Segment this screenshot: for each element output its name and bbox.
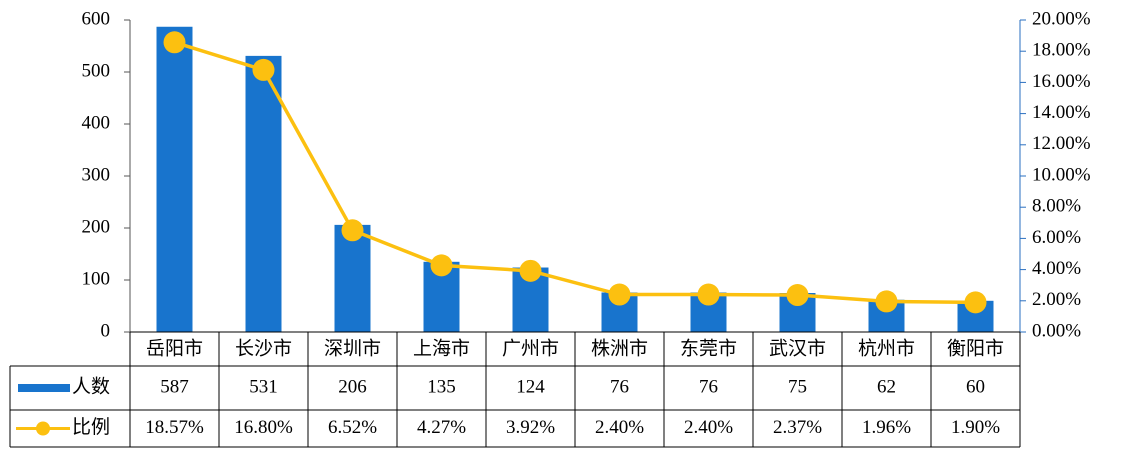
line-marker bbox=[341, 219, 364, 242]
y2-tick-label: 6.00% bbox=[1032, 227, 1081, 248]
bar bbox=[334, 224, 371, 332]
y-tick-label: 400 bbox=[82, 112, 111, 133]
legend-label: 人数 bbox=[72, 375, 110, 397]
table-value: 2.40% bbox=[595, 417, 644, 438]
table-value: 76 bbox=[610, 376, 629, 397]
table-value: 587 bbox=[160, 376, 189, 397]
table-value: 1.96% bbox=[862, 417, 911, 438]
line bbox=[173, 40, 976, 305]
table-value: 18.57% bbox=[145, 417, 204, 438]
bar bbox=[156, 26, 193, 332]
x-tick-label: 株洲市 bbox=[591, 337, 648, 359]
line-marker bbox=[608, 283, 631, 306]
y-tick-label: 100 bbox=[82, 268, 111, 289]
x-tick-label: 武汉市 bbox=[769, 337, 826, 359]
x-tick-label: 杭州市 bbox=[858, 337, 915, 359]
y2-tick-label: 8.00% bbox=[1032, 196, 1081, 217]
y2-tick-label: 2.00% bbox=[1032, 289, 1081, 310]
table-value: 62 bbox=[877, 376, 896, 397]
x-tick-label: 上海市 bbox=[413, 337, 470, 359]
table-value: 206 bbox=[338, 376, 367, 397]
y-tick-label: 0 bbox=[101, 320, 111, 341]
table-value: 1.90% bbox=[951, 417, 1000, 438]
line-marker bbox=[163, 31, 186, 54]
x-tick-label: 深圳市 bbox=[324, 337, 381, 359]
table-value: 124 bbox=[516, 376, 545, 397]
table-value: 2.40% bbox=[684, 417, 733, 438]
table-value: 3.92% bbox=[506, 417, 555, 438]
y2-tick-label: 16.00% bbox=[1032, 71, 1091, 92]
y2-tick-label: 10.00% bbox=[1032, 164, 1091, 185]
legend-swatch bbox=[18, 384, 70, 392]
y2-tick-label: 20.00% bbox=[1032, 8, 1091, 29]
y-tick-label: 500 bbox=[82, 60, 111, 81]
table-value: 6.52% bbox=[328, 417, 377, 438]
legend-label: 比例 bbox=[72, 416, 110, 438]
table-value: 4.27% bbox=[417, 417, 466, 438]
table-value: 76 bbox=[699, 376, 718, 397]
x-tick-label: 岳阳市 bbox=[146, 337, 203, 359]
line-marker bbox=[430, 254, 453, 277]
y2-tick-label: 0.00% bbox=[1032, 320, 1081, 341]
legend-swatch bbox=[36, 421, 50, 436]
x-tick-label: 长沙市 bbox=[235, 337, 292, 359]
table-value: 16.80% bbox=[234, 417, 293, 438]
table-value: 75 bbox=[788, 376, 807, 397]
line-marker bbox=[964, 291, 987, 314]
table-value: 60 bbox=[966, 376, 985, 397]
table-value: 531 bbox=[249, 376, 278, 397]
y2-tick-label: 18.00% bbox=[1032, 40, 1091, 61]
y2-tick-label: 4.00% bbox=[1032, 258, 1081, 279]
table-value: 135 bbox=[427, 376, 456, 397]
x-tick-label: 东莞市 bbox=[680, 337, 737, 359]
x-tick-label: 广州市 bbox=[502, 337, 559, 359]
line-marker bbox=[252, 58, 275, 81]
y2-tick-label: 14.00% bbox=[1032, 102, 1091, 123]
line-marker bbox=[697, 283, 720, 306]
line-marker bbox=[875, 290, 898, 313]
y2-tick-label: 12.00% bbox=[1032, 133, 1091, 154]
y-tick-label: 600 bbox=[82, 8, 111, 29]
bar bbox=[245, 55, 282, 332]
x-tick-label: 衡阳市 bbox=[947, 337, 1004, 359]
table-value: 2.37% bbox=[773, 417, 822, 438]
line-marker bbox=[786, 284, 809, 307]
y-tick-label: 300 bbox=[82, 164, 111, 185]
line-marker bbox=[519, 259, 542, 282]
y-tick-label: 200 bbox=[82, 216, 111, 237]
